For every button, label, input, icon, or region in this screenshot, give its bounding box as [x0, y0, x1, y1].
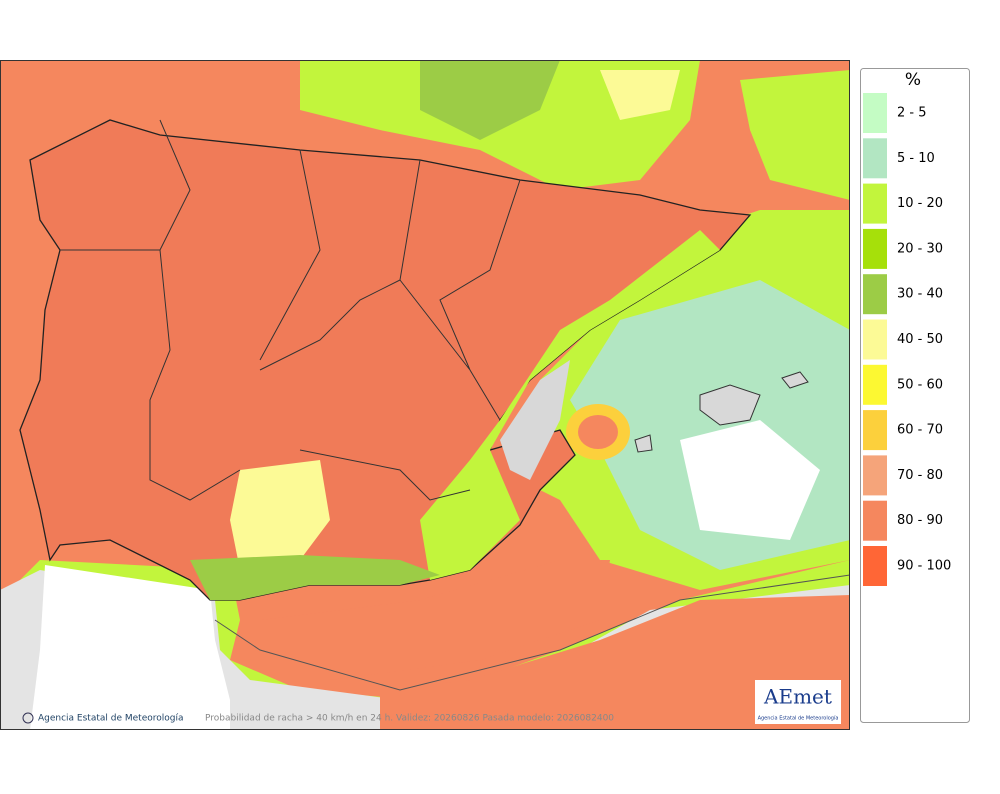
- logo-box: [755, 680, 841, 724]
- zone: [260, 560, 610, 680]
- zone: [420, 230, 720, 580]
- zone: [578, 415, 618, 449]
- iberia: [19, 119, 752, 601]
- legend-label: 90 - 100: [897, 559, 951, 574]
- zone: [230, 460, 330, 570]
- legend-label: 2 - 5: [897, 106, 927, 121]
- legend-swatch: [863, 228, 887, 269]
- legend-swatch: [863, 183, 887, 224]
- borders: [60, 119, 521, 501]
- legend-label: 70 - 80: [897, 468, 943, 483]
- legend-label: 5 - 10: [897, 151, 935, 166]
- legend-label: 50 - 60: [897, 377, 943, 392]
- coastline: [214, 574, 850, 691]
- logo-subtitle: Agencia Estatal de Meteorología: [758, 715, 839, 722]
- legend: 2 - 5 5 - 10 10 - 20 20 - 30 30 - 40 40 - 50 5…: [863, 93, 951, 586]
- zone: [680, 420, 820, 540]
- legend-title: %: [905, 70, 921, 90]
- zone: [380, 595, 850, 730]
- map: [0, 60, 850, 730]
- zone: [740, 70, 850, 200]
- caption: Probabilidad de racha > 40 km/h en 24 h.…: [205, 714, 614, 724]
- legend-swatch: [863, 500, 887, 541]
- island: [634, 434, 653, 453]
- legend-box: [860, 68, 970, 723]
- legend-label: 20 - 30: [897, 241, 943, 256]
- legend-swatch: [863, 93, 887, 133]
- logo-name: AEmet: [763, 685, 832, 709]
- island: [699, 384, 761, 426]
- legend-label: 80 - 90: [897, 513, 943, 528]
- copyright-icon: [22, 712, 34, 724]
- zone: [190, 555, 440, 600]
- island: [781, 371, 809, 389]
- legend-swatch: [863, 546, 887, 586]
- legend-swatch: [863, 455, 887, 496]
- legend-swatch: [863, 410, 887, 451]
- africa-white: [30, 565, 230, 730]
- zone: [500, 360, 570, 480]
- zone: [420, 60, 560, 140]
- copyright-text: Agencia Estatal de Meteorología: [38, 714, 184, 724]
- legend-label: 30 - 40: [897, 287, 943, 302]
- legend-label: 60 - 70: [897, 423, 943, 438]
- legend-label: 10 - 20: [897, 196, 943, 211]
- legend-swatch: [863, 319, 887, 360]
- legend-swatch: [863, 274, 887, 315]
- map-frame: [0, 60, 850, 730]
- zone: [600, 70, 680, 120]
- legend-swatch: [863, 138, 887, 179]
- legend-label: 40 - 50: [897, 332, 943, 347]
- legend-swatch: [863, 364, 887, 405]
